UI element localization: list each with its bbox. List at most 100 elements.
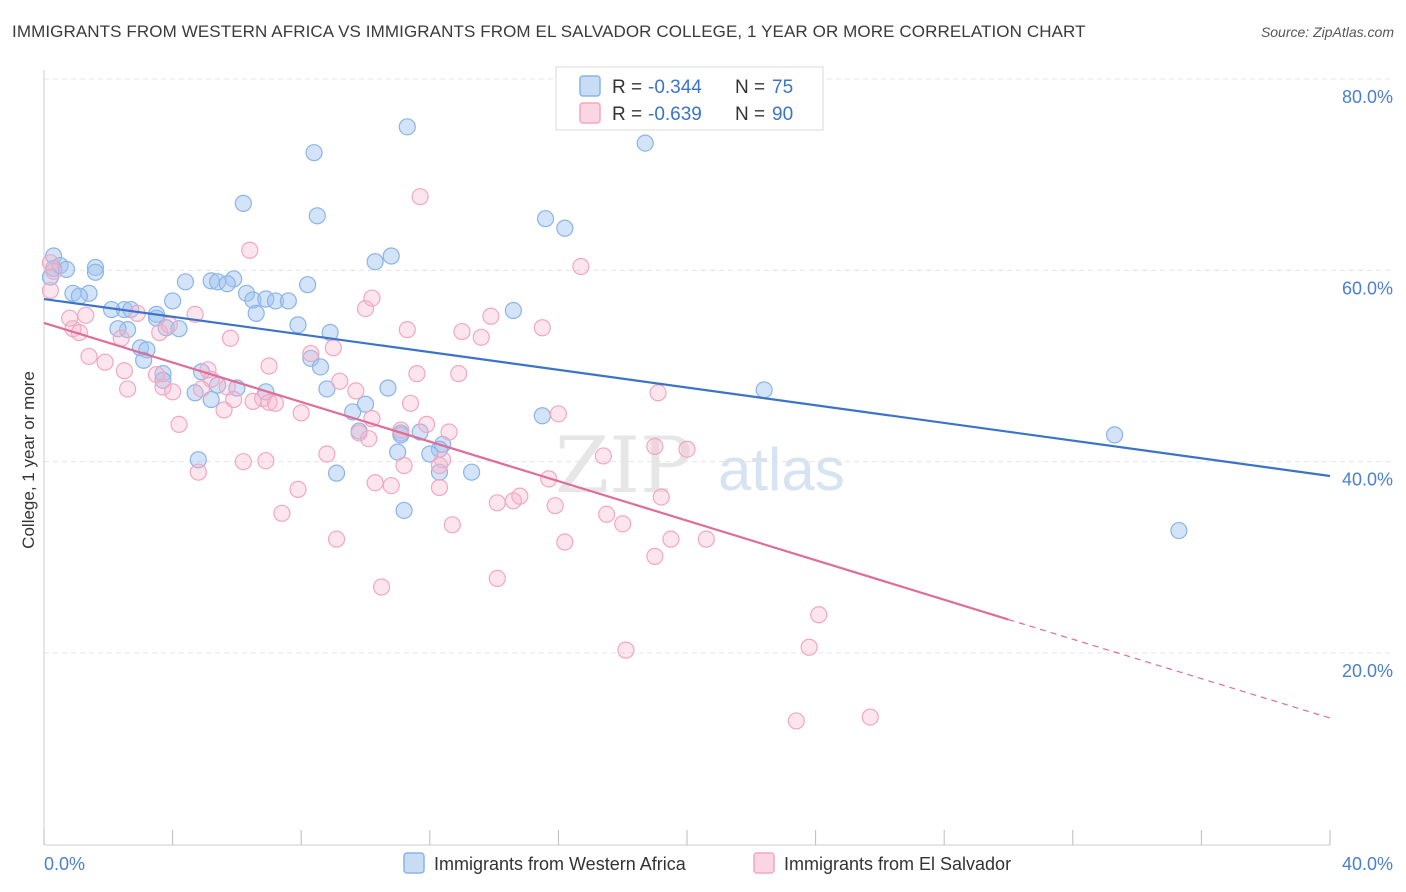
y-tick-labels: 20.0% 40.0% 60.0% 80.0% (1342, 87, 1393, 681)
bottom-legend-label-el-salvador: Immigrants from El Salvador (784, 854, 1011, 874)
y-axis-label: College, 1 year or more (19, 371, 38, 549)
bottom-legend-swatch-el-salvador (753, 852, 775, 874)
point-el-salvador (488, 569, 506, 587)
legend-swatch-el-salvador (579, 102, 601, 124)
point-el-salvador (411, 188, 429, 206)
point-western-africa (80, 284, 98, 302)
point-western-africa (305, 144, 323, 162)
point-western-africa (1105, 426, 1124, 444)
y-tick-label: 20.0% (1342, 661, 1393, 681)
point-western-africa (318, 380, 336, 398)
point-el-salvador (556, 533, 574, 551)
point-western-africa (86, 263, 105, 281)
point-western-africa (170, 320, 188, 338)
point-el-salvador (401, 394, 420, 412)
point-western-africa (327, 464, 346, 482)
trend-lines (43, 297, 1331, 719)
point-el-salvador (598, 505, 616, 523)
point-western-africa (536, 210, 555, 228)
point-el-salvador (366, 474, 384, 492)
point-el-salvador (164, 383, 182, 401)
point-el-salvador (861, 708, 879, 726)
point-el-salvador (160, 316, 178, 334)
watermark-atlas: atlas (718, 436, 845, 503)
point-el-salvador (170, 415, 188, 433)
bottom-legend-swatch-western-africa (403, 852, 425, 874)
point-western-africa (398, 118, 416, 136)
point-el-salvador (273, 504, 291, 522)
point-el-salvador (549, 405, 568, 423)
legend-r-label-1: R = (612, 77, 642, 98)
point-western-africa (308, 207, 326, 225)
point-el-salvador (546, 497, 564, 515)
point-el-salvador (324, 339, 342, 357)
point-western-africa (154, 371, 172, 389)
point-el-salvador (382, 476, 400, 495)
point-western-africa (237, 284, 256, 302)
point-western-africa (379, 379, 397, 397)
point-el-salvador (347, 382, 365, 400)
point-western-africa (164, 292, 182, 310)
point-el-salvador (430, 456, 449, 475)
point-el-salvador (61, 309, 79, 327)
point-el-salvador (646, 547, 664, 565)
point-el-salvador (408, 365, 426, 383)
point-el-salvador (115, 362, 133, 380)
point-el-salvador (649, 384, 667, 402)
point-el-salvador (260, 357, 278, 375)
trend-line-el-salvador (43, 321, 1009, 621)
point-western-africa (1170, 521, 1188, 540)
point-el-salvador (96, 353, 114, 371)
point-el-salvador (77, 306, 95, 324)
legend-r-value-2: -0.639 (648, 104, 702, 125)
trend-line-western-africa (43, 297, 1331, 478)
point-el-salvador (41, 281, 60, 300)
point-western-africa (109, 320, 127, 338)
bottom-legend-label-western-africa: Immigrants from Western Africa (434, 854, 687, 874)
point-el-salvador (678, 440, 696, 458)
point-el-salvador (360, 430, 378, 448)
point-el-salvador (482, 307, 500, 325)
point-el-salvador (572, 257, 590, 276)
legend-r-value-1: -0.344 (648, 77, 702, 98)
point-western-africa (636, 134, 654, 152)
point-el-salvador (234, 453, 252, 471)
point-el-salvador (225, 390, 243, 409)
point-el-salvador (356, 300, 375, 318)
point-el-salvador (440, 423, 458, 441)
point-el-salvador (292, 404, 310, 422)
point-el-salvador (697, 530, 715, 548)
point-el-salvador (395, 456, 413, 475)
point-el-salvador (430, 478, 449, 497)
point-western-africa (299, 276, 317, 294)
point-western-africa (57, 260, 76, 278)
point-el-salvador (244, 392, 262, 410)
point-western-africa (154, 365, 172, 383)
point-western-africa (244, 291, 262, 309)
point-western-africa (289, 316, 307, 334)
chart-title: IMMIGRANTS FROM WESTERN AFRICA VS IMMIGR… (12, 22, 1086, 41)
point-el-salvador (331, 372, 349, 390)
point-el-salvador (800, 638, 818, 656)
point-western-africa (556, 219, 574, 237)
point-western-africa (382, 247, 400, 265)
point-el-salvador (327, 530, 346, 548)
point-el-salvador (241, 241, 259, 259)
trend-line-el-salvador-extrapolated (1008, 618, 1331, 719)
point-western-africa (176, 273, 195, 291)
data-points (41, 118, 1188, 730)
point-el-salvador (417, 415, 436, 433)
legend-r-label-2: R = (612, 104, 642, 125)
point-el-salvador (154, 378, 172, 396)
point-el-salvador (70, 323, 88, 342)
point-el-salvador (787, 712, 805, 730)
point-el-salvador (45, 262, 63, 280)
point-western-africa (86, 258, 105, 277)
point-el-salvador (443, 516, 461, 534)
point-el-salvador (221, 329, 240, 347)
point-western-africa (266, 292, 285, 310)
legend-n-label-1: N = (735, 77, 765, 98)
gridlines (44, 78, 1392, 654)
point-el-salvador (398, 321, 416, 339)
